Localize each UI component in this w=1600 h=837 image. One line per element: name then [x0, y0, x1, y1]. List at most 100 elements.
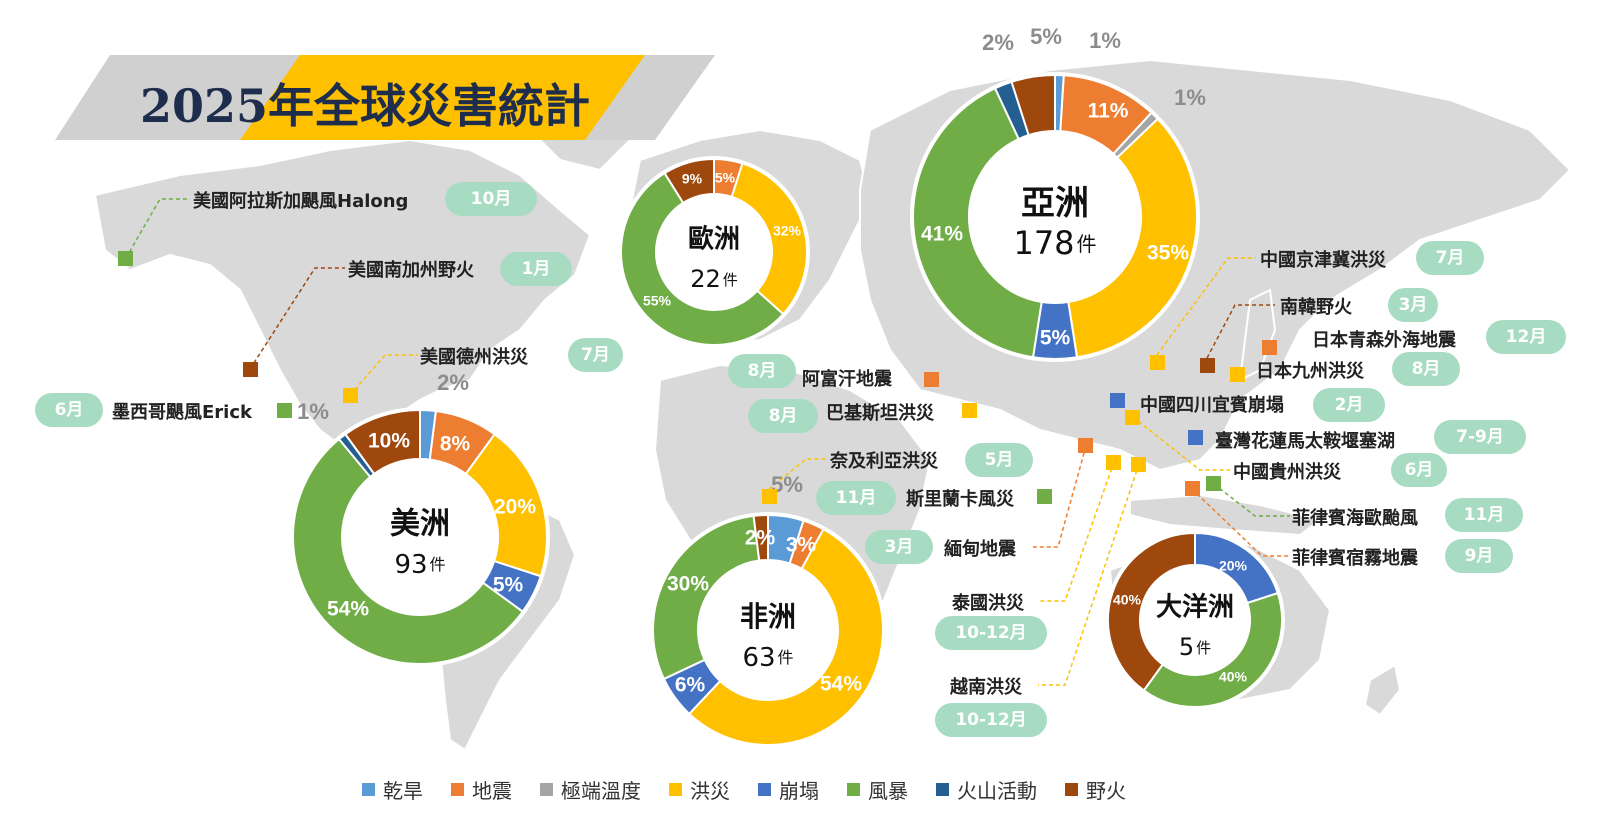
- legend-label: 地震: [472, 779, 512, 803]
- slice-label-地震: 5%: [715, 170, 736, 186]
- legend: 乾旱 地震 極端溫度 洪災 崩塌 風暴 火山活動 野火: [362, 775, 1154, 804]
- slice-label-地震: 3%: [786, 534, 817, 557]
- legend-swatch: [758, 783, 771, 796]
- slice-label-崩塌: 6%: [675, 674, 706, 697]
- event-month-badge: 5月: [965, 443, 1033, 477]
- slice-label-崩塌: 5%: [1040, 327, 1071, 350]
- slice-洪災: [730, 162, 808, 316]
- slice-label-火山活動: 2%: [982, 30, 1014, 55]
- event-connector: [125, 198, 190, 259]
- slice-label-風暴: 41%: [921, 223, 963, 246]
- slice-野火: [752, 513, 769, 562]
- slice-label-野火: 40%: [1113, 592, 1142, 608]
- event-month-badge: 7月: [568, 338, 623, 372]
- event-month-badge: 11月: [816, 481, 896, 515]
- event-marker: [1230, 367, 1245, 382]
- title-year: 2025年: [140, 79, 315, 133]
- land-new-zealand: [1363, 663, 1402, 717]
- region-name: 大洋洲: [1156, 592, 1234, 623]
- event-label: 南韓野火: [1280, 297, 1352, 318]
- slice-label-野火: 5%: [1030, 24, 1062, 49]
- slice-label-崩塌: 20%: [1219, 558, 1248, 574]
- slice-label-地震: 11%: [1088, 100, 1129, 123]
- event-marker: [343, 388, 358, 403]
- slice-label-風暴: 40%: [1219, 669, 1248, 685]
- event-connector: [768, 458, 828, 490]
- slice-label-風暴: 30%: [667, 573, 709, 596]
- slice-label-地震: 8%: [440, 433, 471, 456]
- event-label: 菲律賓海歐颱風: [1292, 508, 1418, 529]
- region-count: 93 件: [394, 550, 445, 580]
- slice-洪災: [687, 527, 884, 746]
- event-marker: [1078, 438, 1093, 453]
- event-month-badge: 7月: [1416, 241, 1484, 275]
- donut-歐洲: 5% 32% 55% 9% 歐洲 22 件: [618, 156, 810, 348]
- slice-label-洪災: 35%: [1147, 242, 1189, 265]
- slice-label-野火: 9%: [682, 171, 703, 187]
- slice-風暴: [1142, 591, 1283, 708]
- legend-label: 崩塌: [779, 779, 819, 803]
- donut-美洲: 2% 8% 20% 5% 54% 1% 10% 美洲 93 件: [290, 370, 550, 667]
- event-label: 墨西哥颶風Erick: [112, 402, 252, 423]
- legend-label: 火山活動: [957, 779, 1037, 803]
- legend-item: 乾旱: [362, 775, 423, 804]
- legend-item: 野火: [1065, 775, 1126, 804]
- event-month-badge: 8月: [728, 354, 796, 388]
- event-month-badge: 2月: [1313, 388, 1385, 422]
- legend-item: 風暴: [847, 775, 908, 804]
- event-connector: [1038, 463, 1140, 686]
- event-month-badge: 6月: [35, 393, 103, 427]
- event-label: 日本九州洪災: [1256, 361, 1364, 382]
- event-marker: [1106, 455, 1121, 470]
- event-marker: [962, 403, 977, 418]
- legend-item: 洪災: [669, 775, 730, 804]
- event-label: 美國南加州野火: [348, 260, 474, 281]
- land-indonesia: [1129, 493, 1323, 537]
- legend-item: 地震: [451, 775, 512, 804]
- legend-label: 風暴: [868, 779, 908, 803]
- legend-swatch: [362, 783, 375, 796]
- event-month-badge: 6月: [1391, 453, 1447, 487]
- event-connector: [1206, 304, 1275, 359]
- legend-label: 乾旱: [383, 779, 423, 803]
- slice-野火: [343, 408, 421, 476]
- slice-label-洪災: 32%: [773, 223, 802, 239]
- event-marker: [1188, 430, 1203, 445]
- legend-swatch: [1065, 783, 1078, 796]
- event-label: 菲律賓宿霧地震: [1292, 548, 1418, 569]
- region-name: 非洲: [740, 600, 796, 633]
- slice-label-洪災: 54%: [820, 673, 862, 696]
- donut-大洋洲: 20% 40% 40% 大洋洲 5 件: [1105, 530, 1285, 710]
- slice-label-野火: 10%: [368, 430, 410, 453]
- event-month-badge: 12月: [1486, 320, 1566, 354]
- event-marker: [277, 403, 292, 418]
- event-marker: [1150, 355, 1165, 370]
- slice-label-乾旱: 1%: [1089, 28, 1121, 53]
- event-label: 奈及利亞洪災: [830, 451, 938, 472]
- event-marker: [924, 372, 939, 387]
- legend-label: 極端溫度: [561, 779, 641, 803]
- legend-label: 野火: [1086, 779, 1126, 803]
- land-north-america: [93, 138, 592, 447]
- slice-label-洪災: 20%: [494, 496, 536, 519]
- legend-item: 火山活動: [936, 775, 1037, 804]
- event-marker: [1131, 457, 1146, 472]
- legend-swatch: [936, 783, 949, 796]
- event-label: 美國阿拉斯加颶風Halong: [193, 191, 409, 212]
- legend-swatch: [451, 783, 464, 796]
- event-marker: [1262, 340, 1277, 355]
- slice-label-乾旱: 2%: [437, 370, 469, 395]
- ribbon-yellow-band: [240, 55, 645, 140]
- event-month-badge: 7-9月: [1434, 420, 1526, 454]
- title-main: 全球災害統計: [314, 79, 591, 133]
- legend-swatch: [669, 783, 682, 796]
- slice-label-風暴: 55%: [643, 293, 672, 309]
- event-label: 阿富汗地震: [802, 369, 892, 390]
- event-month-badge: 1月: [500, 252, 572, 286]
- event-label: 泰國洪災: [952, 593, 1024, 614]
